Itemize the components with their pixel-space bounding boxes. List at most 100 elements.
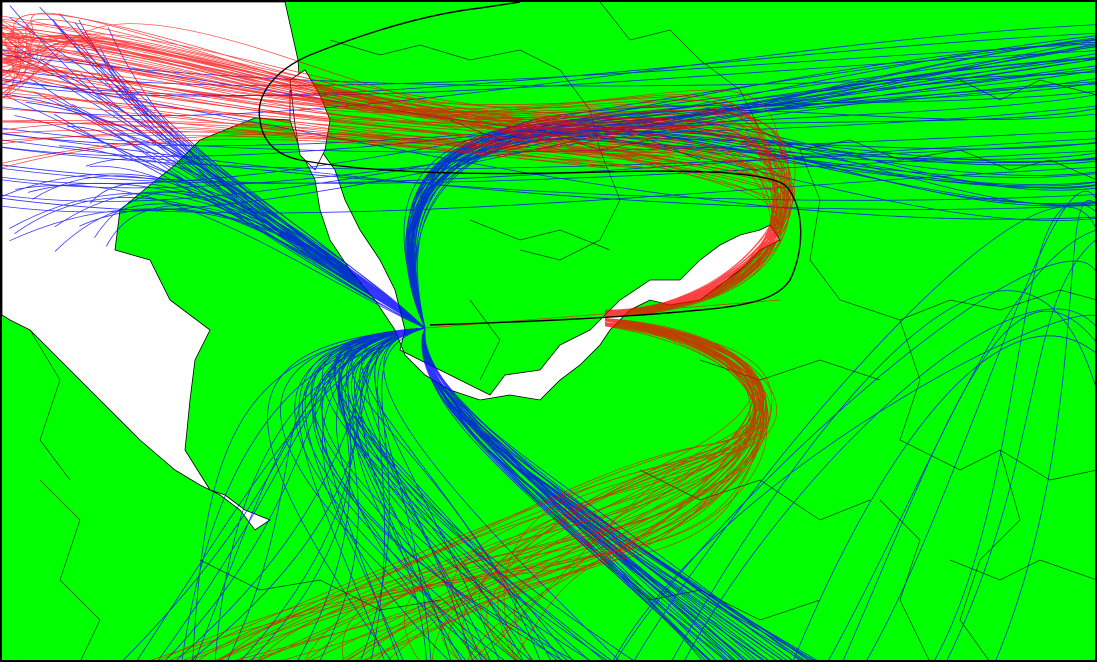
departure-track	[842, 310, 1097, 662]
arrival-track	[0, 12, 786, 318]
departure-track	[15, 185, 426, 329]
arrival-track	[213, 324, 761, 662]
departure-track	[355, 327, 533, 662]
departure-track	[422, 327, 712, 662]
arrival-track	[0, 86, 645, 169]
arrival-track	[486, 320, 756, 662]
departure-track	[336, 327, 468, 662]
arrival-track	[0, 68, 671, 153]
arrival-track	[0, 36, 776, 316]
departure-track	[423, 327, 818, 662]
departure-track	[280, 327, 490, 662]
departure-track	[354, 327, 614, 662]
departure-track	[409, 123, 1097, 329]
departure-track	[214, 327, 426, 662]
departure-track	[827, 229, 1097, 662]
departure-track	[121, 327, 426, 662]
departure-track	[226, 327, 426, 662]
arrival-track	[503, 322, 755, 662]
departure-track	[32, 91, 426, 329]
departure-track	[333, 327, 525, 662]
departure-track	[106, 205, 426, 329]
arrival-track	[243, 319, 756, 662]
arrival-track	[0, 129, 644, 168]
departure-track	[267, 327, 426, 662]
arrival-track	[0, 62, 672, 163]
arrival-track	[214, 320, 767, 662]
arrival-track	[187, 318, 760, 662]
arrival-track	[0, 96, 607, 168]
departure-track	[933, 203, 1097, 662]
arrival-track	[0, 49, 785, 314]
departure-track	[0, 32, 1097, 97]
departure-track	[312, 327, 578, 662]
arrival-track	[0, 134, 675, 158]
procedure-track	[258, 1, 802, 326]
arrival-track	[0, 26, 783, 315]
departure-track	[0, 139, 1097, 201]
arrival-track	[360, 320, 755, 662]
arrival-track	[0, 121, 676, 154]
departure-track	[421, 327, 746, 662]
departure-track	[683, 308, 1097, 662]
arrival-track	[0, 20, 774, 316]
arrival-track	[216, 319, 762, 662]
arrival-track	[0, 36, 786, 317]
departure-track	[27, 76, 426, 329]
arrival-track	[0, 49, 786, 318]
arrival-track	[0, 31, 786, 312]
departure-track	[0, 43, 1097, 86]
arrival-track	[431, 322, 773, 662]
arrival-track	[0, 133, 602, 164]
departure-track	[135, 327, 426, 662]
departure-track	[41, 59, 426, 329]
departure-track	[865, 190, 1097, 662]
departure-track	[337, 327, 610, 662]
departure-track	[194, 327, 426, 662]
arrival-track	[255, 319, 769, 662]
arrival-track	[0, 33, 794, 311]
departure-track	[0, 53, 1097, 87]
departure-track	[0, 138, 1097, 184]
departure-track	[14, 115, 426, 329]
departure-track	[0, 78, 1097, 220]
departure-track	[322, 327, 592, 662]
arrival-track	[0, 139, 609, 169]
arrival-track	[0, 131, 666, 161]
departure-track	[0, 150, 1097, 184]
departure-track	[792, 335, 1097, 662]
departure-track	[945, 238, 1097, 662]
arrival-track	[0, 120, 660, 156]
departure-track	[408, 128, 1097, 329]
departure-track	[0, 132, 1097, 210]
arrival-track	[165, 322, 755, 662]
departure-track	[632, 206, 1097, 662]
arrival-track	[0, 50, 772, 315]
arrival-track	[479, 319, 765, 662]
departure-track	[0, 142, 1097, 170]
arrival-tracks	[0, 12, 796, 662]
arrival-track	[353, 318, 754, 662]
arrival-track	[229, 322, 761, 662]
departure-track	[115, 133, 426, 329]
departure-track	[424, 327, 737, 662]
departure-track	[358, 327, 483, 662]
arrival-track	[0, 38, 788, 314]
arrival-track	[256, 318, 765, 662]
arrival-track	[0, 121, 653, 154]
arrival-track	[0, 39, 778, 312]
departure-track	[612, 314, 1097, 662]
departure-track	[27, 182, 426, 329]
arrival-track	[156, 319, 760, 662]
departure-track	[421, 327, 821, 662]
arrival-track	[512, 318, 768, 662]
departure-track	[614, 260, 1097, 662]
departure-track	[417, 109, 1097, 329]
departure-track	[0, 50, 1097, 96]
arrival-track	[255, 320, 760, 662]
departure-track	[0, 166, 1097, 214]
arrival-track	[0, 73, 790, 316]
